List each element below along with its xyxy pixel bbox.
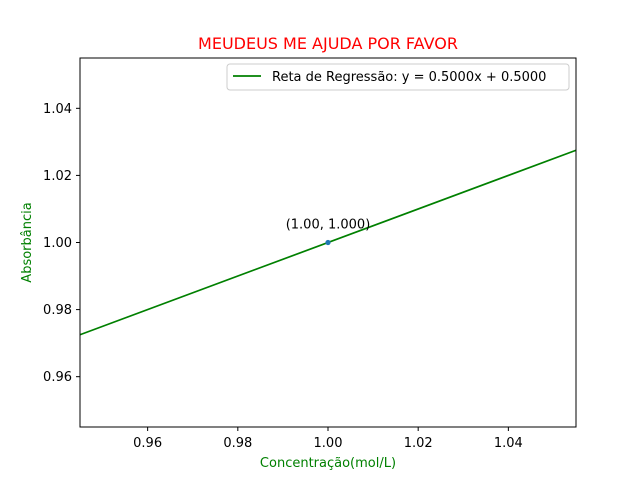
y-tick-label: 0.96	[43, 370, 72, 385]
y-tick-label: 1.02	[43, 169, 72, 184]
data-point-label: (1.00, 1.000)	[286, 218, 371, 233]
data-point	[325, 239, 331, 246]
x-axis-ticks: 0.96 0.98 1.00 1.02 1.04	[133, 427, 523, 451]
legend: Reta de Regressão: y = 0.5000x + 0.5000	[226, 63, 570, 91]
legend-entry-label: Reta de Regressão: y = 0.5000x + 0.5000	[272, 70, 546, 85]
data-layer: (1.00, 1.000)	[80, 149, 576, 336]
plot-frame	[79, 57, 577, 428]
x-tick-label: 1.02	[404, 436, 433, 451]
x-tick-label: 1.04	[494, 436, 523, 451]
x-tick-label: 1.00	[314, 436, 343, 451]
y-axis-ticks: 0.96 0.98 1.00 1.02 1.04	[43, 102, 80, 385]
y-tick-label: 1.00	[43, 236, 72, 251]
y-tick-label: 1.04	[43, 102, 72, 117]
x-tick-label: 0.96	[133, 436, 162, 451]
chart-title: MEUDEUS ME AJUDA POR FAVOR	[198, 34, 458, 53]
y-tick-label: 0.98	[43, 303, 72, 318]
y-axis-label: Absorbância	[20, 202, 35, 282]
legend-box	[226, 63, 570, 91]
x-tick-label: 0.98	[223, 436, 252, 451]
x-axis-label: Concentração(mol/L)	[260, 456, 396, 471]
